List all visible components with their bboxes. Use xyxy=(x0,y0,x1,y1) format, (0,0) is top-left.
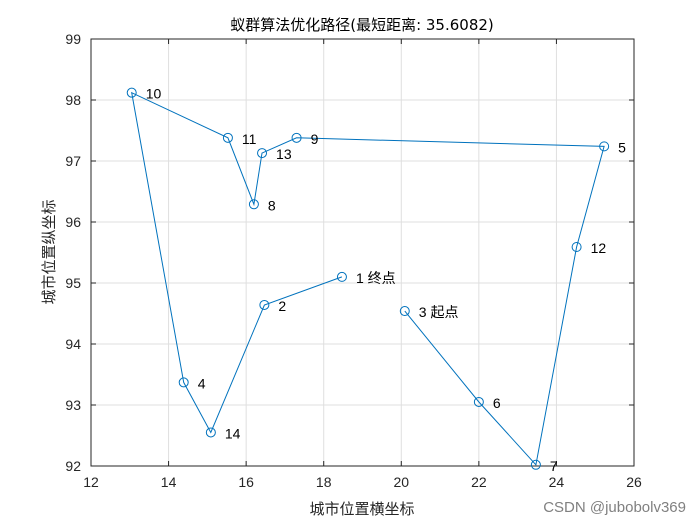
city-marker xyxy=(259,299,270,310)
axis-ticks xyxy=(90,38,635,467)
city-marker xyxy=(399,306,410,317)
x-tick-label: 22 xyxy=(471,474,487,490)
chart-title: 蚁群算法优化路径(最短距离: 35.6082) xyxy=(230,16,494,34)
x-tick-label: 26 xyxy=(626,474,642,490)
city-label: 5 xyxy=(618,139,626,155)
city-marker xyxy=(473,396,484,407)
watermark: CSDN @jubobolv369 xyxy=(543,499,686,516)
city-labels: 1 终点 2 3 起点 4 5 6 7 8 9 10 11 12 13 14 xyxy=(146,86,626,474)
x-tick-label: 24 xyxy=(549,474,565,490)
x-tick-label: 14 xyxy=(161,474,177,490)
city-label: 10 xyxy=(146,86,162,102)
city-marker xyxy=(257,148,268,159)
grid-lines xyxy=(90,38,635,467)
city-marker xyxy=(248,199,259,210)
y-tick-labels: 92 93 94 95 96 97 98 99 xyxy=(65,31,81,474)
x-axis-label: 城市位置横坐标 xyxy=(309,500,414,518)
plot-area xyxy=(91,39,634,466)
x-tick-label: 16 xyxy=(238,474,254,490)
city-label: 4 xyxy=(198,375,206,391)
route-line xyxy=(131,91,605,466)
city-marker xyxy=(178,377,189,388)
city-label: 11 xyxy=(242,131,257,147)
x-tick-labels: 12 14 16 18 20 22 24 26 xyxy=(83,474,642,490)
city-label: 1 终点 xyxy=(356,270,396,286)
y-tick-label: 98 xyxy=(65,92,81,108)
y-tick-label: 95 xyxy=(65,275,81,291)
x-tick-label: 12 xyxy=(83,474,99,490)
city-marker xyxy=(571,242,582,253)
city-label: 12 xyxy=(591,240,607,256)
y-tick-label: 99 xyxy=(65,31,81,47)
y-tick-label: 92 xyxy=(65,458,81,474)
y-tick-label: 97 xyxy=(65,153,81,169)
y-tick-label: 94 xyxy=(65,336,81,352)
city-marker xyxy=(336,271,347,282)
y-tick-label: 96 xyxy=(65,214,81,230)
city-label: 14 xyxy=(225,425,241,441)
city-label: 13 xyxy=(276,146,292,162)
y-axis-label: 城市位置纵坐标 xyxy=(40,199,58,304)
city-markers xyxy=(126,87,610,470)
city-marker xyxy=(222,132,233,143)
x-tick-label: 18 xyxy=(316,474,332,490)
city-marker xyxy=(205,427,216,438)
city-label: 2 xyxy=(278,298,286,314)
plot-frame xyxy=(90,38,635,467)
city-marker xyxy=(126,87,137,98)
city-marker xyxy=(530,459,541,470)
city-marker xyxy=(599,141,610,152)
x-tick-label: 20 xyxy=(393,474,409,490)
city-label: 3 起点 xyxy=(419,304,459,320)
y-tick-label: 93 xyxy=(65,397,81,413)
city-label: 9 xyxy=(311,131,319,147)
city-label: 7 xyxy=(550,458,558,474)
city-label: 8 xyxy=(268,197,276,213)
city-label: 6 xyxy=(493,395,501,411)
city-marker xyxy=(291,132,302,143)
